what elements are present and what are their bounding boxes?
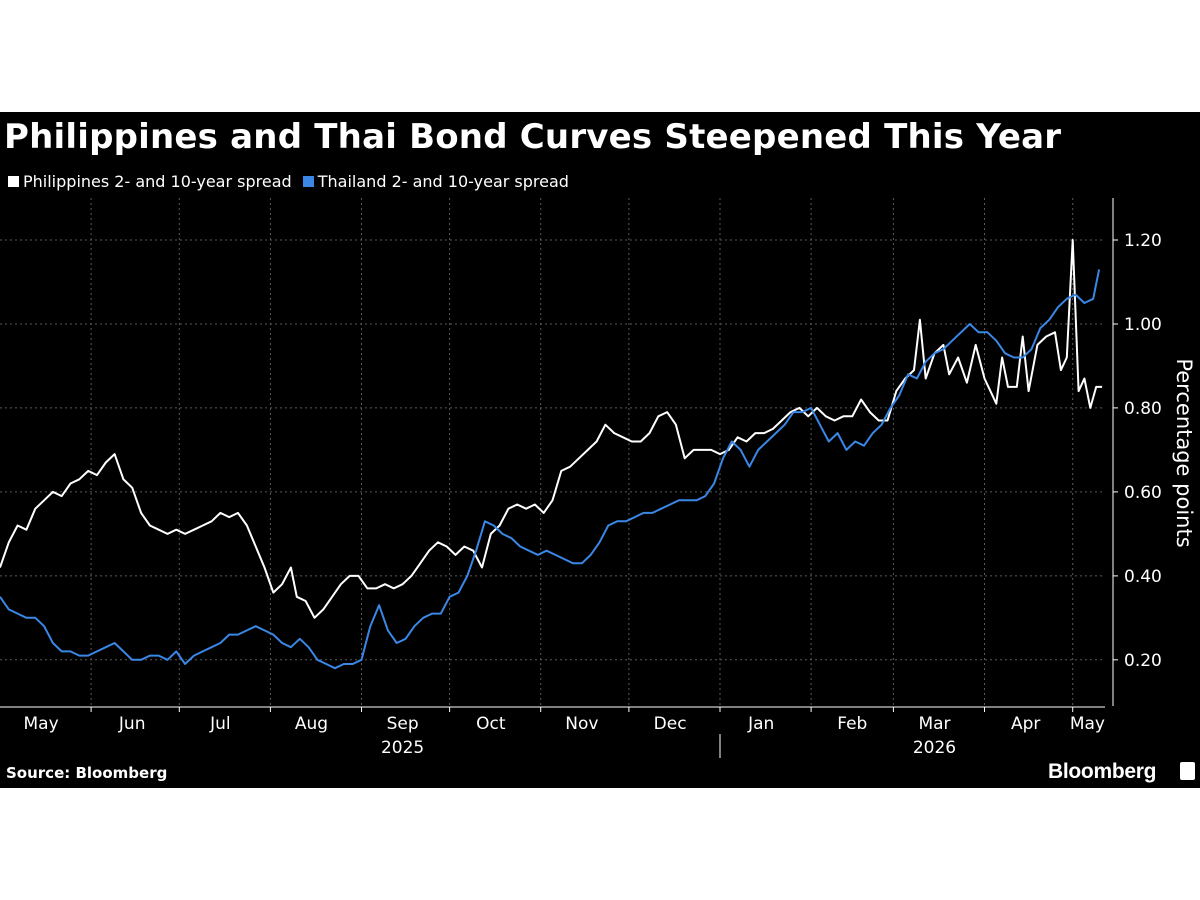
legend-label-philippines: Philippines 2- and 10-year spread xyxy=(23,172,292,191)
series-line-thailand xyxy=(0,269,1101,670)
y-tick-label: 1.20 xyxy=(1124,231,1162,251)
x-tick-label: Oct xyxy=(476,714,506,734)
x-tick-label: Aug xyxy=(295,714,328,734)
x-tick-label: Feb xyxy=(837,714,867,734)
legend-item-philippines: Philippines 2- and 10-year spread xyxy=(8,172,292,191)
legend-label-thailand: Thailand 2- and 10-year spread xyxy=(317,172,569,191)
bloomberg-chart-icon xyxy=(1180,762,1195,780)
chart-title: Philippines and Thai Bond Curves Steepen… xyxy=(4,117,1062,157)
y-axis-title: Percentage points xyxy=(1172,358,1196,547)
x-tick-label: Jun xyxy=(118,714,146,734)
x-tick-label: May xyxy=(1070,714,1105,734)
bloomberg-logo: Bloomberg xyxy=(1048,760,1157,783)
y-tick-label: 1.00 xyxy=(1124,315,1162,335)
legend-item-thailand: Thailand 2- and 10-year spread xyxy=(302,172,569,191)
x-tick-label: May xyxy=(24,714,59,734)
x-tick-label: Sep xyxy=(387,714,419,734)
y-tick-label: 0.20 xyxy=(1124,651,1162,671)
y-tick-label: 0.60 xyxy=(1124,483,1162,503)
x-tick-label: Mar xyxy=(918,714,950,734)
y-tick-label: 0.80 xyxy=(1124,399,1162,419)
x-year-label: 2025 xyxy=(381,738,424,758)
x-year-label: 2026 xyxy=(913,738,956,758)
x-tick-label: Jan xyxy=(747,714,774,734)
source-note: Source: Bloomberg xyxy=(6,764,168,782)
x-tick-label: Jul xyxy=(209,714,231,734)
y-tick-label: 0.40 xyxy=(1124,567,1162,587)
x-tick-label: Apr xyxy=(1011,714,1040,734)
x-tick-label: Nov xyxy=(565,714,598,734)
legend-swatch-thailand xyxy=(302,176,314,187)
series-line-philippines xyxy=(0,239,1103,619)
legend: Philippines 2- and 10-year spread Thaila… xyxy=(8,172,575,191)
chart-panel xyxy=(0,112,1200,788)
legend-swatch-philippines xyxy=(8,176,19,187)
x-tick-label: Dec xyxy=(654,714,687,734)
